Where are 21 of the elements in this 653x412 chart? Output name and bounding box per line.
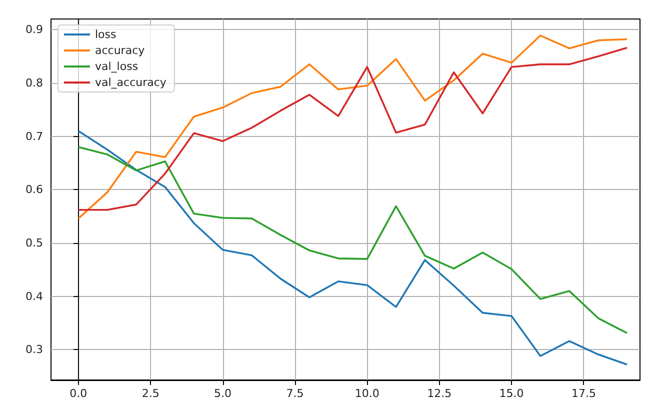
y-tick-label: 0.6 xyxy=(26,183,43,196)
y-tick-label: 0.8 xyxy=(26,76,43,90)
x-tick-label: 10.0 xyxy=(354,387,380,400)
x-tick-label: 2.5 xyxy=(142,387,160,400)
x-tick-label: 12.5 xyxy=(427,387,452,400)
x-tick-label: 7.5 xyxy=(286,387,304,400)
y-tick-label: 0.7 xyxy=(26,130,43,143)
y-tick-label: 0.5 xyxy=(26,236,43,250)
y-tick-label: 0.3 xyxy=(26,343,43,356)
legend-label: val_loss xyxy=(95,60,138,73)
y-tick-label: 0.9 xyxy=(26,23,43,36)
line-series xyxy=(78,146,628,334)
x-tick-label: 15.0 xyxy=(499,387,524,400)
x-tick-label: 5.0 xyxy=(214,387,232,400)
legend-label: accuracy xyxy=(95,44,146,57)
legend-label: loss xyxy=(95,28,117,41)
legend-label: val_accuracy xyxy=(95,76,167,89)
line-series xyxy=(78,130,628,366)
x-tick-label: 17.5 xyxy=(571,387,596,400)
x-tick-label: 0.0 xyxy=(70,387,88,400)
y-tick-label: 0.4 xyxy=(26,290,43,303)
